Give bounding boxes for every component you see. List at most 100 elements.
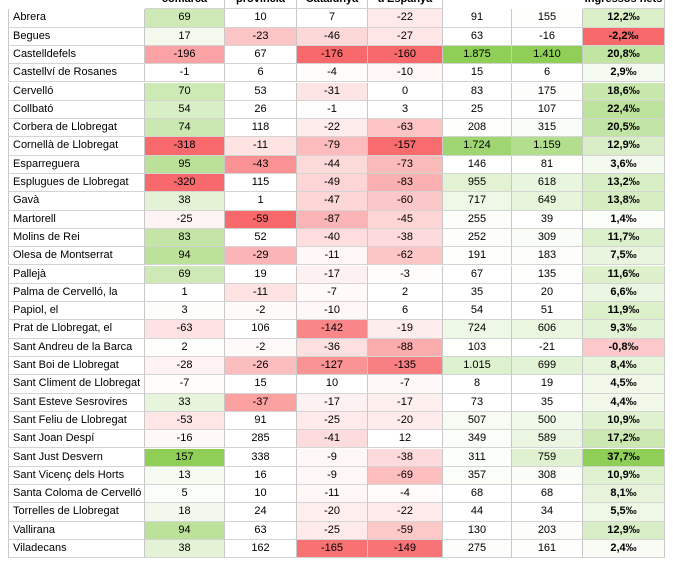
val-cell: -25: [297, 521, 368, 540]
val-cell: 955: [443, 174, 512, 193]
val-cell: 94: [145, 521, 225, 540]
val-cell: -22: [368, 9, 443, 28]
name-cell: Esparreguera: [8, 155, 145, 174]
val-cell: 69: [145, 265, 225, 284]
val-cell: -22: [297, 119, 368, 138]
rate-cell: 17,2‰: [583, 430, 665, 449]
val-cell: -59: [225, 210, 297, 229]
name-cell: Sant Esteve Sesrovires: [8, 393, 145, 412]
val-cell: -2: [225, 302, 297, 321]
val-cell: 6: [225, 64, 297, 83]
val-cell: -4: [368, 485, 443, 504]
val-cell: 357: [443, 466, 512, 486]
name-cell: Molins de Rei: [8, 228, 145, 248]
val-cell: -21: [512, 338, 583, 357]
val-cell: 252: [443, 228, 512, 248]
rate-cell: 4,4‰: [583, 393, 665, 412]
val-cell: 67: [225, 45, 297, 65]
val-cell: -22: [368, 503, 443, 522]
rate-cell: 20,5‰: [583, 119, 665, 138]
rate-cell: 7,5‰: [583, 247, 665, 266]
val-cell: -7: [368, 375, 443, 394]
val-cell: -53: [145, 411, 225, 431]
name-cell: Sant Feliu de Llobregat: [8, 411, 145, 431]
val-cell: 6: [512, 64, 583, 83]
val-cell: -25: [145, 210, 225, 229]
val-cell: 13: [145, 466, 225, 486]
val-cell: -7: [297, 283, 368, 303]
val-cell: 308: [512, 466, 583, 486]
rate-cell: 11,7‰: [583, 228, 665, 248]
val-cell: -83: [368, 174, 443, 193]
val-cell: -29: [225, 247, 297, 266]
val-cell: 500: [512, 411, 583, 431]
val-cell: -79: [297, 137, 368, 156]
val-cell: -26: [225, 357, 297, 376]
val-cell: 3: [368, 100, 443, 120]
val-cell: -9: [297, 448, 368, 467]
val-cell: -17: [368, 393, 443, 412]
name-cell: Castelldefels: [8, 45, 145, 65]
rate-cell: 3,6‰: [583, 155, 665, 174]
val-cell: 12: [368, 430, 443, 449]
val-cell: 10: [225, 485, 297, 504]
val-cell: -10: [297, 302, 368, 321]
val-cell: 1.159: [512, 137, 583, 156]
val-cell: -165: [297, 540, 368, 559]
rate-cell: 22,4‰: [583, 100, 665, 120]
val-cell: 161: [512, 540, 583, 559]
val-cell: 54: [443, 302, 512, 321]
val-cell: -63: [368, 119, 443, 138]
val-cell: 18: [145, 503, 225, 522]
val-cell: 338: [225, 448, 297, 467]
val-cell: -1: [297, 100, 368, 120]
name-cell: Corbera de Llobregat: [8, 119, 145, 138]
val-cell: 8: [443, 375, 512, 394]
val-cell: -73: [368, 155, 443, 174]
name-cell: Olesa de Montserrat: [8, 247, 145, 266]
name-cell: Papiol, el: [8, 302, 145, 321]
val-cell: -1: [145, 64, 225, 83]
val-cell: 17: [145, 27, 225, 46]
val-cell: -196: [145, 45, 225, 65]
val-cell: -157: [368, 137, 443, 156]
val-cell: 20: [512, 283, 583, 303]
val-cell: 759: [512, 448, 583, 467]
rate-cell: 1,4‰: [583, 210, 665, 229]
val-cell: 106: [225, 320, 297, 339]
val-cell: 63: [225, 521, 297, 540]
val-cell: 54: [145, 100, 225, 120]
val-cell: -127: [297, 357, 368, 376]
val-cell: 73: [443, 393, 512, 412]
val-cell: -43: [225, 155, 297, 174]
val-cell: -63: [145, 320, 225, 339]
val-cell: -11: [225, 137, 297, 156]
val-cell: 69: [145, 9, 225, 28]
val-cell: 15: [443, 64, 512, 83]
rate-cell: 5,5‰: [583, 503, 665, 522]
val-cell: 649: [512, 192, 583, 211]
val-cell: 285: [225, 430, 297, 449]
val-cell: 6: [368, 302, 443, 321]
val-cell: -36: [297, 338, 368, 357]
val-cell: 349: [443, 430, 512, 449]
val-cell: 91: [225, 411, 297, 431]
name-cell: Cervelló: [8, 82, 145, 101]
val-cell: 115: [225, 174, 297, 193]
val-cell: 275: [443, 540, 512, 559]
rate-cell: 37,7‰: [583, 448, 665, 467]
val-cell: 5: [145, 485, 225, 504]
val-cell: -142: [297, 320, 368, 339]
rate-cell: -2,2‰: [583, 27, 665, 46]
val-cell: 38: [145, 192, 225, 211]
val-cell: 1.015: [443, 357, 512, 376]
rate-cell: 4,5‰: [583, 375, 665, 394]
name-cell: Pallejà: [8, 265, 145, 284]
val-cell: 35: [512, 393, 583, 412]
val-cell: -11: [297, 485, 368, 504]
rate-cell: 8,4‰: [583, 357, 665, 376]
val-cell: 52: [225, 228, 297, 248]
val-cell: -17: [297, 393, 368, 412]
val-cell: 83: [443, 82, 512, 101]
val-cell: 589: [512, 430, 583, 449]
